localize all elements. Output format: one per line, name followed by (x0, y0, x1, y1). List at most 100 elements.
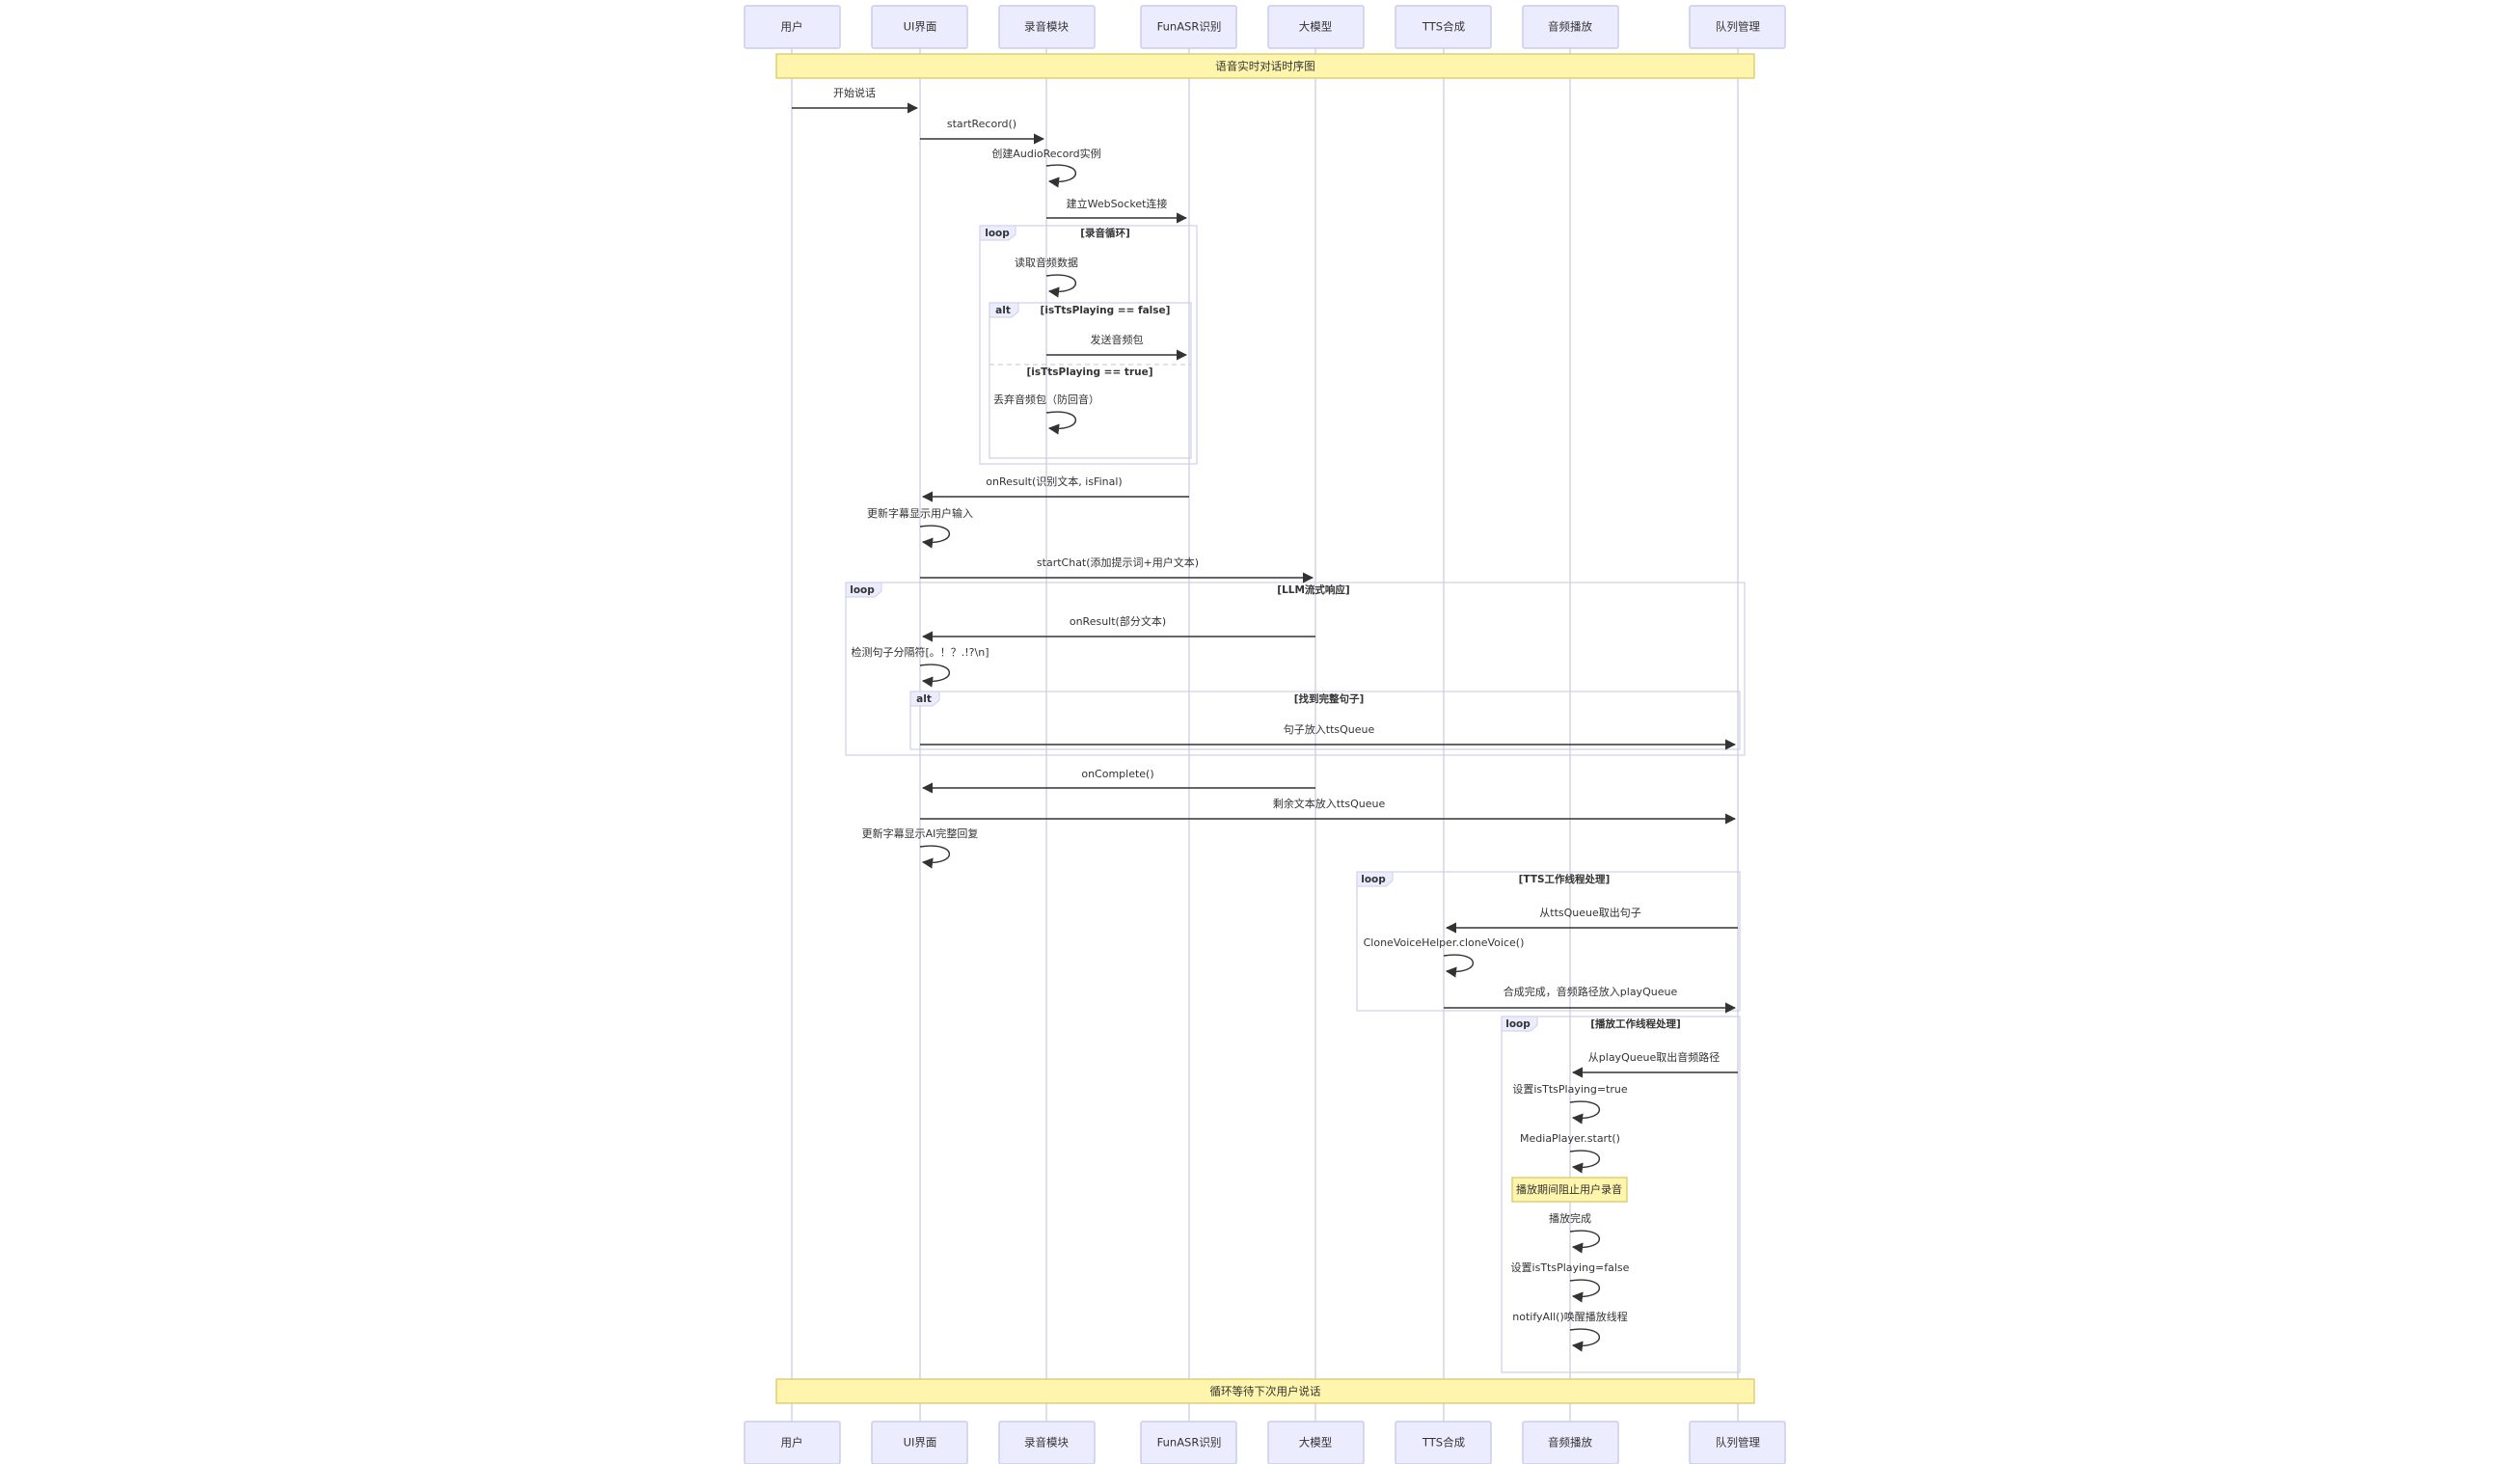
svg-text:更新字幕显示用户输入: 更新字幕显示用户输入 (867, 506, 973, 520)
svg-text:[TTS工作线程处理]: [TTS工作线程处理] (1519, 873, 1611, 885)
svg-text:UI界面: UI界面 (904, 1436, 937, 1450)
frame-loop-recording: loop [录音循环] (979, 225, 1198, 465)
message-playback-done: 播放完成 (1549, 1211, 1600, 1254)
svg-text:开始说话: 开始说话 (833, 86, 876, 99)
frame-alt-sentence: alt [找到完整句子] (909, 691, 1741, 750)
svg-text:startChat(添加提示词+用户文本): startChat(添加提示词+用户文本) (1037, 556, 1199, 569)
svg-text:[录音循环]: [录音循环] (1080, 227, 1130, 239)
svg-text:UI界面: UI界面 (904, 20, 937, 34)
message-update-user-subtitle: 更新字幕显示用户输入 (867, 506, 973, 549)
actor-bottom-tts: TTS合成 (1395, 1421, 1492, 1464)
message-set-playing-false: 设置isTtsPlaying=false (1511, 1261, 1630, 1303)
svg-text:startRecord(): startRecord() (947, 118, 1016, 130)
svg-text:设置isTtsPlaying=true: 设置isTtsPlaying=true (1512, 1083, 1628, 1096)
actor-top-tts: TTS合成 (1395, 5, 1492, 49)
actor-bottom-queue: 队列管理 (1689, 1421, 1786, 1464)
svg-text:建立WebSocket连接: 建立WebSocket连接 (1067, 197, 1168, 210)
actor-bottom-asr: FunASR识别 (1140, 1421, 1237, 1464)
message-clone-voice: CloneVoiceHelper.cloneVoice() (1364, 936, 1525, 978)
svg-text:队列管理: 队列管理 (1716, 1436, 1760, 1450)
message-send-audio: 发送音频包 (1046, 333, 1188, 361)
actor-top-queue: 队列管理 (1689, 5, 1786, 49)
svg-text:检测句子分隔符[。！？.!?\n]: 检测句子分隔符[。！？.!?\n] (851, 645, 989, 659)
note-wait-next: 循环等待下次用户说话 (775, 1378, 1755, 1404)
message-take-audio-path: 从playQueue取出音频路径 (1571, 1050, 1738, 1078)
svg-text:音频播放: 音频播放 (1548, 1436, 1592, 1450)
frame-loop-player: loop [播放工作线程处理] (1501, 1016, 1741, 1373)
message-update-ai-subtitle: 更新字幕显示AI完整回复 (862, 827, 979, 869)
svg-text:loop: loop (1361, 874, 1386, 885)
svg-text:loop: loop (1505, 1018, 1531, 1030)
svg-text:创建AudioRecord实例: 创建AudioRecord实例 (991, 147, 1100, 160)
svg-text:onComplete(): onComplete() (1081, 768, 1153, 780)
svg-text:设置isTtsPlaying=false: 设置isTtsPlaying=false (1511, 1261, 1630, 1274)
svg-text:用户: 用户 (781, 20, 803, 34)
svg-text:大模型: 大模型 (1299, 20, 1333, 34)
message-notify-all: notifyAll()唤醒播放线程 (1512, 1310, 1628, 1352)
svg-text:句子放入ttsQueue: 句子放入ttsQueue (1284, 722, 1375, 736)
message-set-playing-true: 设置isTtsPlaying=true (1512, 1083, 1628, 1125)
actor-top-asr: FunASR识别 (1140, 5, 1237, 49)
svg-text:[播放工作线程处理]: [播放工作线程处理] (1590, 1017, 1681, 1030)
actor-top-rec: 录音模块 (998, 5, 1096, 49)
svg-text:剩余文本放入ttsQueue: 剩余文本放入ttsQueue (1273, 797, 1386, 810)
actor-bottom-llm: 大模型 (1267, 1421, 1365, 1464)
svg-text:TTS合成: TTS合成 (1422, 1436, 1466, 1450)
svg-text:播放期间阻止用户录音: 播放期间阻止用户录音 (1516, 1182, 1622, 1196)
message-drop-audio: 丢弃音频包（防回音） (993, 393, 1099, 435)
svg-text:播放完成: 播放完成 (1549, 1211, 1591, 1225)
svg-text:循环等待下次用户说话: 循环等待下次用户说话 (1210, 1385, 1321, 1398)
svg-text:onResult(识别文本, isFinal): onResult(识别文本, isFinal) (986, 474, 1122, 488)
message-start-chat: startChat(添加提示词+用户文本) (920, 556, 1314, 583)
actor-top-player: 音频播放 (1522, 5, 1619, 49)
svg-text:FunASR识别: FunASR识别 (1157, 1436, 1222, 1450)
svg-text:CloneVoiceHelper.cloneVoice(): CloneVoiceHelper.cloneVoice() (1364, 936, 1525, 949)
svg-text:丢弃音频包（防回音）: 丢弃音频包（防回音） (993, 393, 1099, 406)
svg-text:发送音频包: 发送音频包 (1091, 333, 1144, 346)
actor-bottom-user: 用户 (744, 1421, 841, 1464)
message-read-audio: 读取音频数据 (1015, 256, 1078, 298)
message-take-sentence: 从ttsQueue取出句子 (1445, 906, 1738, 934)
actor-top-llm: 大模型 (1267, 5, 1365, 49)
actor-top-ui: UI界面 (871, 5, 968, 49)
actor-top-user: 用户 (744, 5, 841, 49)
message-llm-complete: onComplete() (921, 768, 1315, 794)
actor-bottom-rec: 录音模块 (998, 1421, 1096, 1464)
note-title: 语音实时对话时序图 (775, 53, 1755, 79)
svg-text:大模型: 大模型 (1299, 1436, 1333, 1450)
message-asr-result: onResult(识别文本, isFinal) (921, 474, 1189, 502)
svg-text:[LLM流式响应]: [LLM流式响应] (1277, 583, 1349, 596)
svg-text:更新字幕显示AI完整回复: 更新字幕显示AI完整回复 (862, 827, 979, 840)
message-start-record: startRecord() (920, 118, 1045, 145)
svg-text:合成完成，音频路径放入playQueue: 合成完成，音频路径放入playQueue (1504, 985, 1678, 998)
svg-text:从playQueue取出音频路径: 从playQueue取出音频路径 (1588, 1050, 1720, 1064)
message-remaining-to-queue: 剩余文本放入ttsQueue (920, 797, 1737, 825)
message-detect-delimiter: 检测句子分隔符[。！？.!?\n] (851, 645, 989, 688)
actor-bottom-player: 音频播放 (1522, 1421, 1619, 1464)
svg-text:onResult(部分文本): onResult(部分文本) (1070, 614, 1166, 628)
message-create-audiorecord: 创建AudioRecord实例 (991, 147, 1101, 188)
frame-loop-llm: loop [LLM流式响应] (845, 582, 1746, 756)
svg-text:读取音频数据: 读取音频数据 (1015, 256, 1078, 269)
note-block-recording: 播放期间阻止用户录音 (1511, 1177, 1628, 1203)
svg-text:录音模块: 录音模块 (1024, 20, 1069, 34)
svg-text:alt: alt (995, 305, 1011, 316)
svg-text:loop: loop (985, 228, 1010, 239)
svg-text:loop: loop (850, 584, 875, 596)
svg-text:从ttsQueue取出句子: 从ttsQueue取出句子 (1539, 906, 1641, 919)
svg-text:音频播放: 音频播放 (1548, 20, 1592, 34)
svg-text:notifyAll()唤醒播放线程: notifyAll()唤醒播放线程 (1512, 1310, 1627, 1323)
svg-text:[isTtsPlaying == false]: [isTtsPlaying == false] (1041, 305, 1171, 316)
message-websocket-connect: 建立WebSocket连接 (1046, 197, 1188, 224)
message-sentence-to-queue: 句子放入ttsQueue (920, 722, 1737, 750)
message-llm-partial: onResult(部分文本) (921, 614, 1315, 642)
svg-text:alt: alt (916, 693, 932, 705)
message-start-speaking: 开始说话 (792, 86, 919, 114)
message-mediaplayer-start: MediaPlayer.start() (1520, 1132, 1620, 1174)
svg-text:用户: 用户 (781, 1436, 803, 1450)
svg-text:队列管理: 队列管理 (1716, 20, 1760, 34)
svg-text:MediaPlayer.start(): MediaPlayer.start() (1520, 1132, 1620, 1145)
svg-text:TTS合成: TTS合成 (1422, 20, 1466, 34)
svg-text:录音模块: 录音模块 (1024, 1436, 1069, 1450)
